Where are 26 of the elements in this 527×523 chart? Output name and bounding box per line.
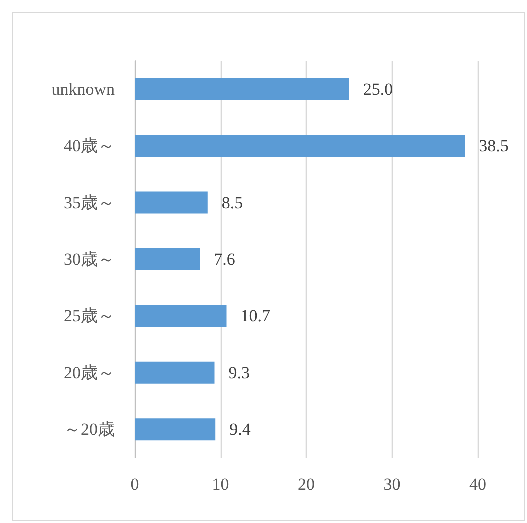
- y-tick-label: unknown: [52, 80, 116, 99]
- bar: [135, 418, 216, 441]
- bar: [135, 248, 200, 270]
- x-tick-label: 0: [130, 475, 140, 494]
- y-tick-label: 25歳～: [64, 306, 115, 326]
- y-tick-label: ～20歳: [64, 420, 115, 440]
- bar: [135, 78, 350, 100]
- bar: [135, 305, 227, 328]
- data-label: 7.6: [214, 250, 236, 269]
- y-tick-label: 40歳～: [64, 136, 115, 156]
- x-tick-label: 30: [384, 475, 401, 494]
- x-tick-label: 10: [212, 475, 230, 494]
- bar: [135, 192, 208, 214]
- x-tick-label: 40: [470, 475, 486, 494]
- data-label: 38.5: [479, 136, 509, 156]
- data-label: 9.3: [228, 363, 250, 382]
- y-tick-label: 30歳～: [64, 250, 115, 269]
- x-tick-label: 20: [298, 475, 315, 494]
- y-tick-label: 35歳～: [64, 193, 115, 212]
- data-label: 10.7: [240, 306, 272, 326]
- bar: [135, 362, 215, 384]
- bar: [135, 135, 466, 158]
- y-tick-label: 20歳～: [64, 363, 115, 382]
- data-label: 8.5: [222, 193, 244, 212]
- data-label: 9.4: [230, 420, 252, 440]
- data-label: 25.0: [363, 80, 394, 99]
